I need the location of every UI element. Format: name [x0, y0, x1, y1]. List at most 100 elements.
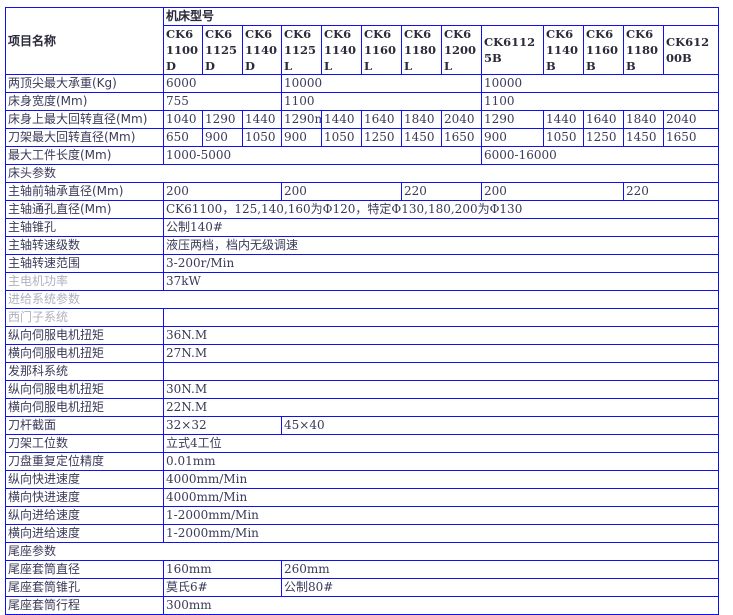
row-label: 主轴转速级数 — [5, 236, 164, 255]
value-cell: 6000-16000 — [481, 146, 719, 165]
value-cell: 30N.M — [163, 380, 719, 399]
section-row: 进给系统参数 — [5, 290, 719, 309]
row-label: 床身宽度(Mm) — [5, 92, 164, 111]
row-label: 纵向进给速度 — [5, 506, 164, 525]
table-row: 横向进给速度 1-2000mm/Min — [5, 524, 719, 543]
table-row: 横向伺服电机扭矩 22N.M — [5, 398, 719, 417]
value-cell: 1440 — [242, 110, 282, 129]
value-cell: 1650 — [663, 128, 719, 147]
model-header: CK61200B — [663, 25, 719, 75]
row-label: 两顶尖最大承重(Kg) — [5, 74, 164, 93]
value-cell: 1290m — [281, 110, 322, 129]
value-cell: CK61100，125,140,160为Φ120，特定Φ130,180,200为… — [163, 200, 719, 219]
row-label: 纵向伺服电机扭矩 — [5, 326, 164, 345]
value-cell: 1100 — [481, 92, 719, 111]
value-cell: 1-2000mm/Min — [163, 506, 719, 525]
table-row: 床身宽度(Mm) 755 1100 1100 — [5, 92, 719, 111]
value-cell: 立式4工位 — [163, 434, 719, 453]
value-cell: 1040 — [163, 110, 203, 129]
value-cell: 22N.M — [163, 398, 719, 417]
row-label: 刀架最大回转直径(Mm) — [5, 128, 164, 147]
section-title: 尾座参数 — [5, 542, 719, 561]
value-cell: 220 — [401, 182, 482, 201]
table-row: 纵向伺服电机扭矩 30N.M — [5, 380, 719, 399]
value-cell: 1440 — [543, 110, 584, 129]
model-header: CK61125L — [281, 25, 322, 75]
row-label: 床身上最大回转直径(Mm) — [5, 110, 164, 129]
value-cell: 200 — [481, 182, 624, 201]
value-cell — [163, 308, 719, 327]
table-row: 尾座套筒直径 160mm 260mm — [5, 560, 719, 579]
model-header: CK61125D — [202, 25, 243, 75]
model-header: CK61160B — [583, 25, 624, 75]
row-label: 最大工件长度(Mm) — [5, 146, 164, 165]
table-row: 刀盘重复定位精度 0.01mm — [5, 452, 719, 471]
header-row-group: 项目名称 机床型号 — [5, 7, 719, 75]
value-cell: 公制80# — [281, 578, 719, 597]
row-label: 主电机功率 — [5, 272, 164, 291]
value-cell: 650 — [163, 128, 203, 147]
value-cell: 1050 — [543, 128, 584, 147]
table-row: 主电机功率 37kW — [5, 272, 719, 291]
row-label: 刀盘重复定位精度 — [5, 452, 164, 471]
table-row: 两顶尖最大承重(Kg) 6000 10000 10000 — [5, 74, 719, 93]
value-cell: 1640 — [361, 110, 402, 129]
value-cell: 公制140# — [163, 218, 719, 237]
header-row-models: CK61100D CK61125D CK61140D CK61125L CK61140L… — [6, 25, 719, 75]
value-cell: 1-2000mm/Min — [163, 524, 719, 543]
value-cell: 260mm — [281, 560, 719, 579]
table-row: 发那科系统 — [5, 362, 719, 381]
value-cell: 1050 — [242, 128, 282, 147]
row-label: 尾座套筒锥孔 — [5, 578, 164, 597]
value-cell: 1840 — [401, 110, 442, 129]
value-cell: 莫氏6# — [163, 578, 282, 597]
value-cell: 900 — [481, 128, 544, 147]
row-label: 主轴锥孔 — [5, 218, 164, 237]
value-cell: 755 — [163, 92, 282, 111]
row-label: 主轴前轴承直径(Mm) — [5, 182, 164, 201]
value-cell: 1450 — [401, 128, 442, 147]
value-cell: 1640 — [583, 110, 624, 129]
table-row: 尾座套筒锥孔 莫氏6# 公制80# — [5, 578, 719, 597]
table-row: 刀架最大回转直径(Mm) 650 900 1050 900 1050 1250 1450 165… — [5, 128, 719, 147]
value-cell: 1100 — [281, 92, 482, 111]
row-label: 发那科系统 — [5, 362, 164, 381]
value-cell: 1290 — [481, 110, 544, 129]
section-row: 床头参数 — [5, 164, 719, 183]
model-header: CK61100D — [163, 25, 203, 75]
value-cell: 1050 — [321, 128, 362, 147]
table-row: 尾座套筒行程 300mm — [5, 596, 719, 615]
row-label: 横向进给速度 — [5, 524, 164, 543]
value-cell: 液压两档，档内无级调速 — [163, 236, 719, 255]
value-cell: 1250 — [583, 128, 624, 147]
row-label: 刀杆截面 — [5, 416, 164, 435]
table-row: 横向伺服电机扭矩 27N.M — [5, 344, 719, 363]
value-cell: 32×32 — [163, 416, 282, 435]
value-cell: 4000mm/Min — [163, 488, 719, 507]
table-row: 主轴转速范围 3-200r/Min — [5, 254, 719, 273]
item-name-header: 项目名称 — [5, 7, 164, 75]
table-row: 刀杆截面 32×32 45×40 — [5, 416, 719, 435]
row-label: 横向伺服电机扭矩 — [5, 398, 164, 417]
value-cell: 300mm — [163, 596, 719, 615]
value-cell: 1450 — [623, 128, 664, 147]
table-row: 纵向进给速度 1-2000mm/Min — [5, 506, 719, 525]
model-group-header: 机床型号 — [163, 7, 719, 26]
model-header: CK61140B — [543, 25, 584, 75]
table-row: 床身上最大回转直径(Mm)1040129014401290m1440164018… — [5, 110, 719, 129]
model-header: CK61200L — [441, 25, 482, 75]
model-header: CK61160L — [361, 25, 402, 75]
row-label: 横向伺服电机扭矩 — [5, 344, 164, 363]
value-cell: 200 — [281, 182, 402, 201]
value-cell: 1650 — [441, 128, 482, 147]
value-cell: 36N.M — [163, 326, 719, 345]
value-cell: 1840 — [623, 110, 664, 129]
table-row: 主轴通孔直径(Mm) CK61100，125,140,160为Φ120，特定Φ13… — [5, 200, 719, 219]
row-label: 尾座套筒直径 — [5, 560, 164, 579]
section-row: 尾座参数 — [5, 542, 719, 561]
value-cell: 45×40 — [281, 416, 719, 435]
row-label: 主轴转速范围 — [5, 254, 164, 273]
table-row: 主轴转速级数 液压两档，档内无级调速 — [5, 236, 719, 255]
value-cell: 160mm — [163, 560, 282, 579]
table-row: 主轴锥孔 公制140# — [5, 218, 719, 237]
